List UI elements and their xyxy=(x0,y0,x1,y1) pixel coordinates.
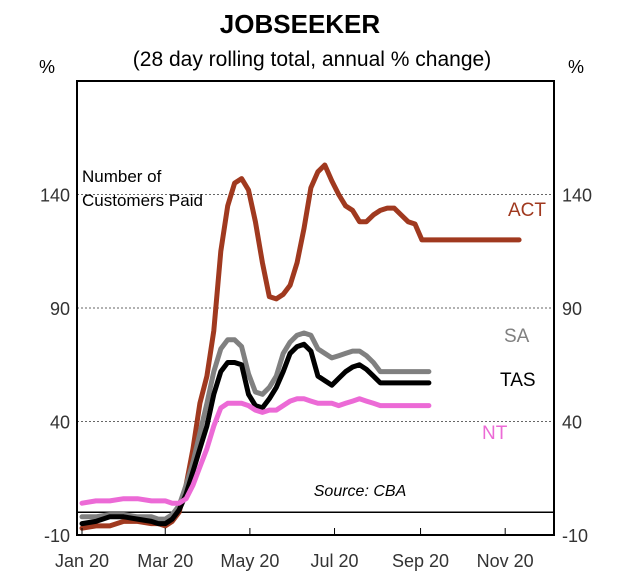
x-tick-label: Mar 20 xyxy=(137,551,193,571)
annotation-line-2: Customers Paid xyxy=(82,191,203,210)
series-label-tas: TAS xyxy=(500,370,536,391)
customers-paid-annotation: Number of Customers Paid xyxy=(82,167,203,210)
y-axis-right-unit: % xyxy=(568,57,584,77)
y-ticks-right: -10 40 90 140 xyxy=(562,186,592,547)
y-tick-label-left: 90 xyxy=(50,299,70,319)
x-ticks: Jan 20 Mar 20 May 20 Jul 20 Sep 20 Nov 20 xyxy=(55,528,534,571)
series-label-sa: SA xyxy=(504,326,530,347)
series-label-nt: NT xyxy=(482,423,508,444)
series-lines xyxy=(79,162,522,531)
source-note: Source: CBA xyxy=(314,483,406,500)
series-line-sa xyxy=(79,330,432,522)
x-tick-label: Jul 20 xyxy=(311,551,359,571)
y-ticks-left: -10 40 90 140 xyxy=(40,186,70,547)
y-tick-label-left: 140 xyxy=(40,186,70,206)
y-tick-label-right: 90 xyxy=(562,299,582,319)
series-line-tas xyxy=(79,341,432,527)
gridlines xyxy=(77,194,554,514)
x-tick-label: May 20 xyxy=(220,551,279,571)
y-axis-left-unit: % xyxy=(39,57,55,77)
annotation-line-1: Number of xyxy=(82,167,162,186)
x-tick-label: Nov 20 xyxy=(477,551,534,571)
series-line-nt xyxy=(79,396,432,506)
y-tick-label-right: -10 xyxy=(562,526,588,546)
series-label-act: ACT xyxy=(508,200,546,221)
series-labels: ACT SA TAS NT xyxy=(482,200,546,444)
y-tick-label-right: 140 xyxy=(562,186,592,206)
chart-title: JOBSEEKER xyxy=(220,9,381,39)
chart-subtitle: (28 day rolling total, annual % change) xyxy=(133,48,491,71)
y-tick-label-right: 40 xyxy=(562,413,582,433)
plot-frame xyxy=(76,80,555,536)
x-tick-label: Sep 20 xyxy=(392,551,449,571)
y-tick-label-left: -10 xyxy=(44,526,70,546)
y-tick-label-left: 40 xyxy=(50,413,70,433)
x-tick-label: Jan 20 xyxy=(55,551,109,571)
